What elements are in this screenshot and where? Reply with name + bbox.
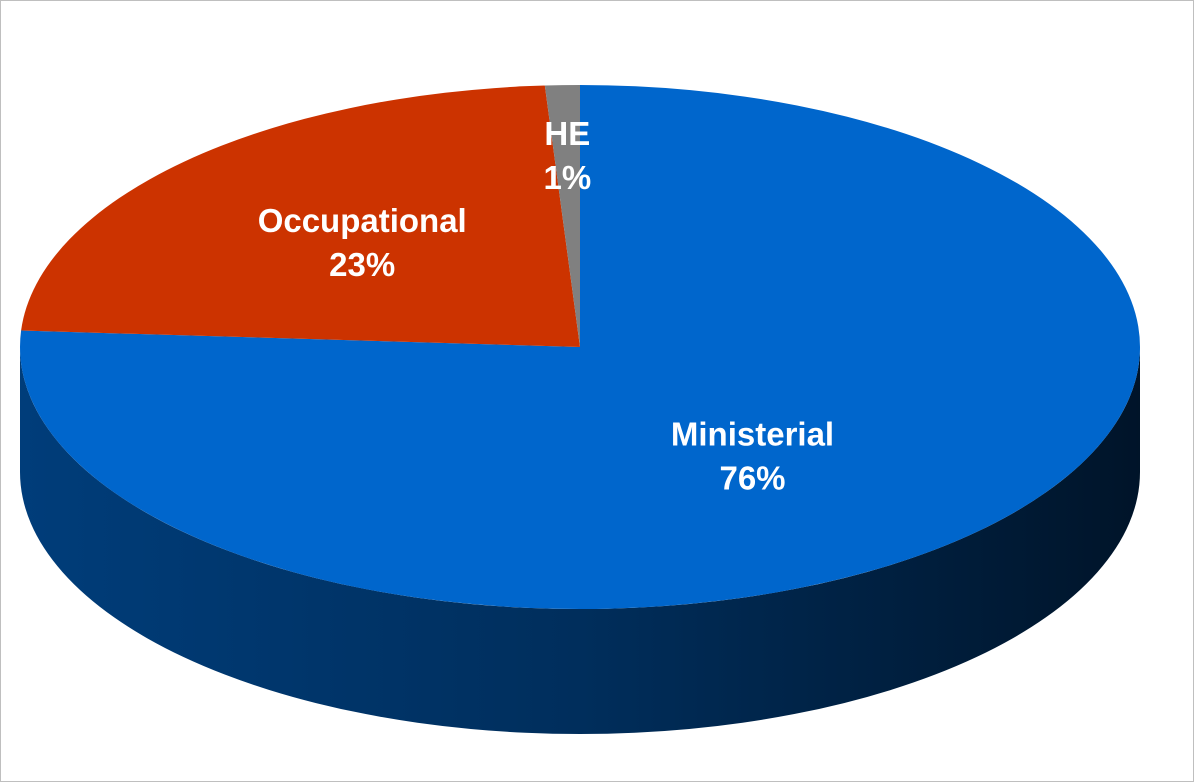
slice-side: [20, 347, 1140, 734]
data-label-value: 23%: [329, 246, 395, 283]
data-label-category: Ministerial: [671, 416, 834, 453]
data-label-category: Occupational: [258, 202, 467, 239]
slice: [544, 85, 580, 347]
data-label-category: HE: [544, 115, 590, 152]
slice: [21, 85, 580, 347]
slice: [20, 85, 1141, 609]
data-label-value: 1%: [543, 159, 591, 196]
data-label-value: 76%: [719, 460, 785, 497]
